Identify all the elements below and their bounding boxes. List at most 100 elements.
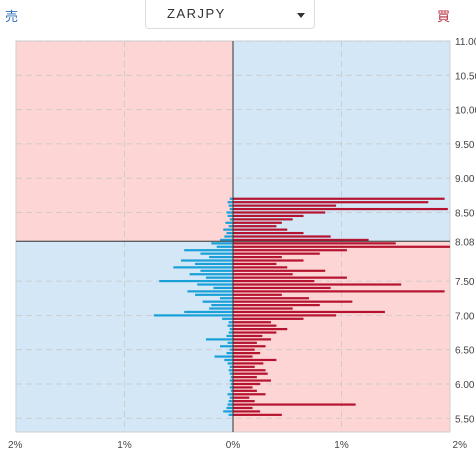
sell-bar [184,249,233,252]
sell-bar [189,273,233,276]
sell-bar [197,283,233,286]
buy-bar [233,348,255,351]
sell-bar [228,321,233,324]
chevron-down-icon [297,13,305,18]
buy-bar [233,207,448,211]
buy-bar [233,242,396,245]
symbol-value: ZARJPY [167,6,226,21]
sell-bar [205,338,233,341]
sell-bar [200,252,233,255]
buy-bar [233,290,445,293]
x-tick-label: 1% [117,440,132,451]
y-tick-label: 5.50 [455,414,475,425]
sell-bar [226,211,233,214]
buy-bar [233,365,255,368]
buy-bar [233,341,257,344]
y-tick-label: 8.50 [455,208,475,219]
buy-bar [233,372,268,375]
buy-bar [233,293,282,296]
symbol-select[interactable]: ZARJPY [145,0,315,29]
buy-bar [233,396,250,399]
sell-bar [229,348,233,351]
sell-bar [219,345,233,348]
sell-bar [180,259,233,262]
y-tick-label: 6.00 [455,380,475,391]
sell-bar [224,358,233,362]
sell-bar [229,379,233,382]
sell-bar [227,214,233,218]
buy-bar [233,369,266,372]
buy-bar [233,221,282,224]
y-tick-label: 9.00 [455,174,475,185]
buy-bar [233,279,315,283]
buy-label: 買 [437,9,451,24]
sell-bar [173,266,233,269]
buy-bar [233,403,356,406]
buy-bar [233,266,288,269]
sell-bar [228,204,233,207]
x-tick-label: 0% [226,440,241,451]
buy-bar [233,413,282,416]
sell-bar [209,255,233,259]
sell-bar [223,410,233,413]
buy-bar [233,334,263,338]
buy-bar [233,197,445,200]
buy-bar [233,201,429,204]
sell-bar [205,276,233,279]
y-tick-label: 7.00 [455,311,475,322]
buy-bar [233,386,253,389]
sell-bar [202,300,233,303]
sell-bar [227,341,233,344]
sell-bar [225,221,233,224]
sell-bar [219,297,233,300]
buy-bar [233,283,402,286]
buy-bar [233,400,255,403]
sell-bar [216,245,233,248]
buy-bar [233,393,266,396]
buy-bar [233,382,261,386]
buy-bar [233,231,304,235]
sell-bar [229,372,233,375]
sell-bar [195,293,233,296]
sell-bar [226,231,233,235]
sell-bar [228,413,233,416]
buy-bar [233,324,277,327]
x-tick-label: 2% [453,440,468,451]
buy-bar [233,310,385,314]
sell-bar [228,331,233,334]
buy-bar [233,376,257,379]
buy-bar [233,214,304,218]
sell-bar [184,310,233,314]
buy-bar [233,218,293,221]
y-tick-label: 9.50 [455,140,475,151]
sell-bar [230,376,233,379]
sell-bar [200,269,233,272]
sell-bar [230,382,233,386]
buy-bar [233,300,353,303]
sell-bar [229,197,233,200]
buy-bar [233,410,261,413]
buy-bar [233,345,266,348]
x-tick-label: 2% [8,440,23,451]
sell-bar [228,369,233,372]
sell-bar [223,228,233,231]
buy-bar [233,245,450,248]
buy-bar [233,228,288,231]
sell-bar [224,235,233,238]
buy-bar [233,307,293,310]
y-tick-label: 8.08 [455,237,475,248]
buy-bar [233,352,261,355]
buy-bar [233,297,309,300]
buy-bar [233,249,347,252]
sell-bar [227,403,233,406]
sell-bar [195,262,233,266]
y-tick-label: 10.50 [455,71,476,82]
sell-bar [228,400,233,403]
sell-bar [230,389,233,392]
sell-bar [229,386,233,389]
sell-bar [227,324,233,327]
sell-bar [222,317,233,320]
sell-bar [226,334,233,338]
sell-bar [228,225,233,228]
